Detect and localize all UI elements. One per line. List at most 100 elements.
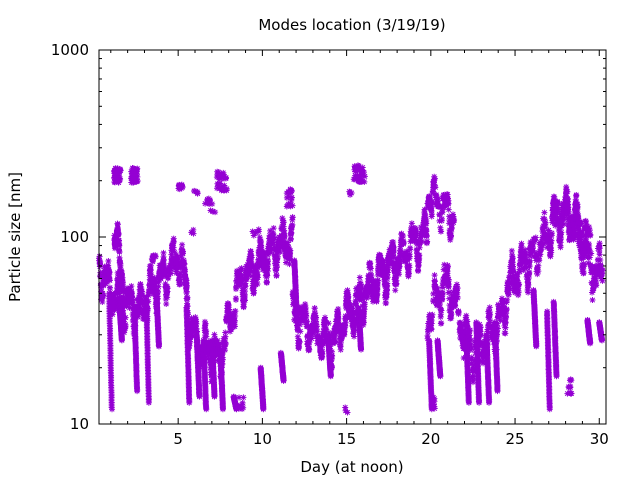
data-point (312, 320, 319, 327)
data-point (96, 260, 103, 267)
data-point (338, 331, 345, 338)
data-point (433, 300, 440, 307)
data-point (370, 295, 377, 302)
data-point (495, 301, 502, 308)
data-point (168, 251, 175, 258)
data-point (526, 259, 533, 266)
data-point (405, 267, 412, 274)
data-point (277, 249, 284, 256)
data-point (371, 280, 378, 287)
data-point (495, 308, 502, 315)
data-point (364, 281, 371, 288)
data-point (294, 323, 301, 330)
data-point (234, 281, 241, 288)
data-point (454, 293, 461, 300)
data-point (134, 388, 141, 395)
data-point (350, 325, 357, 332)
data-point (590, 285, 597, 292)
data-point (571, 210, 578, 217)
data-point (184, 300, 191, 307)
data-point (109, 311, 116, 318)
data-point (297, 317, 304, 324)
data-point (342, 319, 349, 326)
data-point (449, 301, 456, 308)
data-point (441, 196, 448, 203)
data-point (283, 259, 290, 266)
data-point (273, 264, 280, 271)
data-point (157, 262, 164, 269)
data-point (387, 250, 394, 257)
data-point (119, 279, 126, 286)
data-point (367, 270, 374, 277)
data-point (116, 248, 123, 255)
data-point (187, 326, 194, 333)
data-point (331, 328, 338, 335)
data-point (279, 215, 286, 222)
data-point (558, 206, 565, 213)
data-point (518, 240, 525, 247)
data-point (264, 258, 271, 265)
data-point (274, 253, 281, 260)
data-point (455, 309, 462, 316)
data-point (446, 289, 453, 296)
data-point (506, 280, 513, 287)
data-point (239, 291, 246, 298)
data-point (577, 220, 584, 227)
data-point (548, 247, 555, 254)
data-point (515, 287, 522, 294)
data-point (333, 322, 340, 329)
data-point (458, 328, 465, 335)
data-point (423, 231, 430, 238)
data-point (487, 311, 494, 318)
data-point (598, 270, 605, 277)
data-point (313, 333, 320, 340)
data-point (173, 251, 180, 258)
data-point (249, 268, 256, 275)
data-point (396, 258, 403, 265)
data-point (437, 224, 444, 231)
data-point (407, 244, 414, 251)
data-point (415, 268, 422, 275)
data-point (295, 345, 302, 352)
data-point (286, 261, 293, 268)
data-point (450, 219, 457, 226)
data-point (450, 213, 457, 220)
data-point (407, 238, 414, 245)
data-point (168, 256, 175, 263)
data-point (573, 198, 580, 205)
data-point (520, 267, 527, 274)
data-point (381, 268, 388, 275)
data-point (162, 280, 169, 287)
data-point (304, 338, 311, 345)
data-point (525, 289, 532, 296)
data-point (382, 289, 389, 296)
data-point (439, 204, 446, 211)
data-point (573, 192, 580, 199)
data-point (246, 261, 253, 268)
data-point (589, 289, 596, 296)
data-point (357, 285, 364, 292)
data-point (275, 240, 282, 247)
data-point (430, 178, 437, 185)
data-point (367, 265, 374, 272)
data-point (267, 227, 274, 234)
data-point (137, 287, 144, 294)
data-point (552, 206, 559, 213)
data-point (575, 214, 582, 221)
data-point (429, 190, 436, 197)
data-point (515, 282, 522, 289)
data-point (392, 287, 399, 294)
data-point (580, 245, 587, 252)
data-point (565, 208, 572, 215)
data-point (111, 242, 118, 249)
data-point (279, 226, 286, 233)
data-point (186, 399, 193, 406)
data-point (470, 367, 477, 374)
data-point (541, 209, 548, 216)
data-point (421, 210, 428, 217)
data-point (496, 306, 503, 313)
data-point (546, 242, 553, 249)
data-point (205, 355, 212, 362)
data-point (578, 229, 585, 236)
data-point (287, 235, 294, 242)
